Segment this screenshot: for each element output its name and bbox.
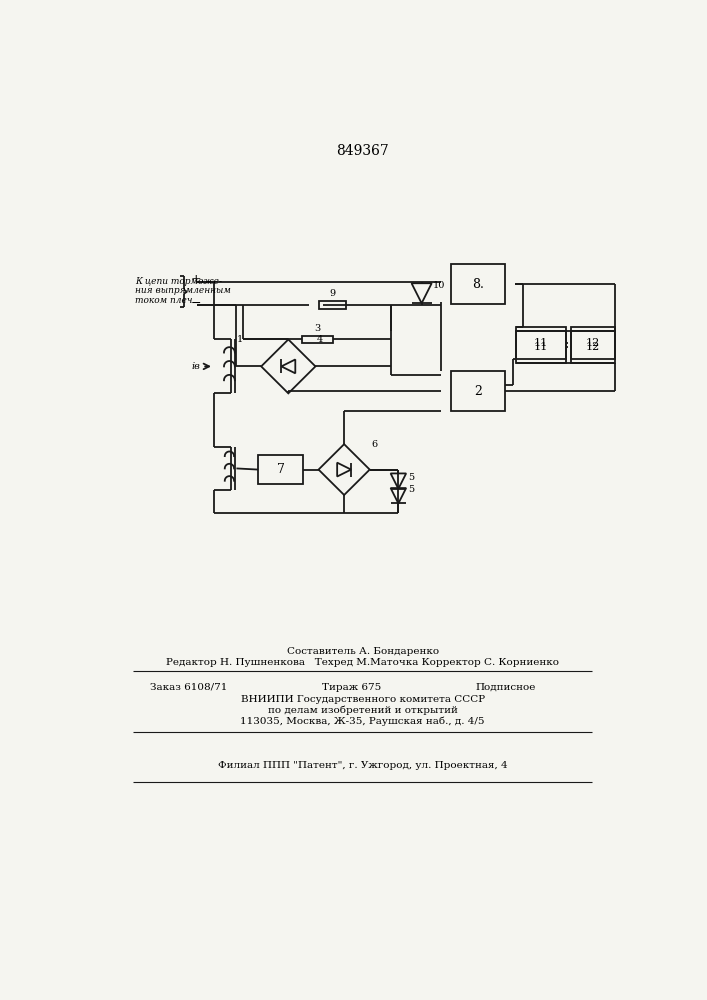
Text: Подписное: Подписное xyxy=(476,683,536,692)
Text: 3: 3 xyxy=(314,324,320,333)
Text: ния выпрямленным: ния выпрямленным xyxy=(135,286,230,295)
Text: Филиал ППП "Патент", г. Ужгород, ул. Проектная, 4: Филиал ППП "Патент", г. Ужгород, ул. Про… xyxy=(218,761,508,770)
Text: по делам изобретений и открытий: по делам изобретений и открытий xyxy=(268,706,457,715)
Text: 12: 12 xyxy=(586,338,600,348)
Bar xyxy=(516,331,566,363)
Text: К цепи торможе-: К цепи торможе- xyxy=(135,277,222,286)
Text: Редактор Н. Пушненкова   Техред М.Маточка Корректор С. Корниенко: Редактор Н. Пушненкова Техред М.Маточка … xyxy=(166,658,559,667)
Text: Тираж 675: Тираж 675 xyxy=(322,683,382,692)
Text: −: − xyxy=(191,297,201,310)
Text: 9: 9 xyxy=(329,289,336,298)
Text: 4: 4 xyxy=(317,335,323,344)
Polygon shape xyxy=(391,473,406,489)
Text: Заказ 6108/71: Заказ 6108/71 xyxy=(151,683,228,692)
Text: 1: 1 xyxy=(236,335,243,344)
Text: 11: 11 xyxy=(534,338,548,348)
Text: 6: 6 xyxy=(371,440,378,449)
Bar xyxy=(258,455,303,484)
Polygon shape xyxy=(281,359,296,373)
Bar xyxy=(571,331,615,363)
Bar xyxy=(451,264,506,304)
Bar xyxy=(451,371,506,411)
Text: 849367: 849367 xyxy=(337,144,389,158)
Text: Составитель А. Бондаренко: Составитель А. Бондаренко xyxy=(286,647,439,656)
Text: 10: 10 xyxy=(433,281,445,290)
Text: током плеч: током плеч xyxy=(135,296,192,305)
Bar xyxy=(319,301,346,309)
Text: iв: iв xyxy=(191,362,200,371)
Text: ВНИИПИ Государственного комитета СССР: ВНИИПИ Государственного комитета СССР xyxy=(240,695,485,704)
Bar xyxy=(516,327,566,359)
Text: 113035, Москва, Ж-35, Раушская наб., д. 4/5: 113035, Москва, Ж-35, Раушская наб., д. … xyxy=(240,717,485,726)
Text: 7: 7 xyxy=(276,463,284,476)
Text: 5: 5 xyxy=(409,485,414,494)
Text: 11: 11 xyxy=(534,342,548,352)
Polygon shape xyxy=(337,463,351,477)
Bar xyxy=(571,327,615,359)
Polygon shape xyxy=(391,488,406,503)
Bar xyxy=(301,336,332,343)
Polygon shape xyxy=(411,283,432,303)
Text: 8.: 8. xyxy=(472,278,484,291)
Text: 12: 12 xyxy=(586,342,600,352)
Text: 2: 2 xyxy=(474,385,482,398)
Text: +: + xyxy=(191,273,201,286)
Text: 5: 5 xyxy=(409,473,414,482)
